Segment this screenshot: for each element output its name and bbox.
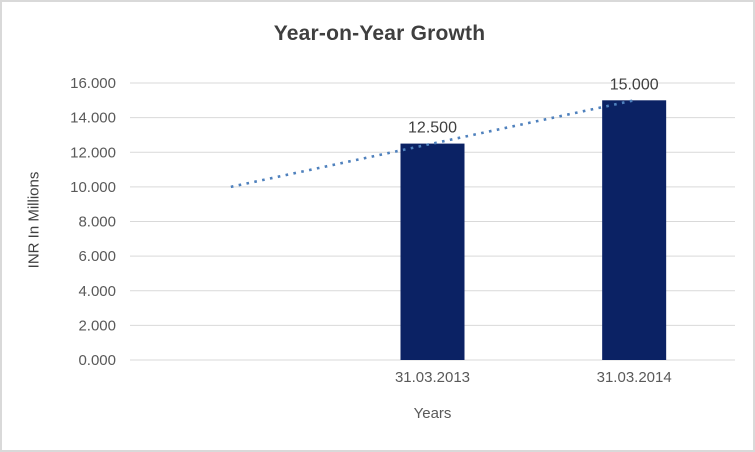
y-tick-label: 0.000 <box>78 352 116 369</box>
bar <box>400 143 465 360</box>
y-tick-label: 10.000 <box>70 179 116 196</box>
x-tick-label: 31.03.2013 <box>395 369 470 386</box>
x-axis-title: Years <box>413 405 452 422</box>
bar-value-label: 12.500 <box>408 120 457 137</box>
bar-value-label: 15.000 <box>610 76 659 93</box>
y-tick-label: 4.000 <box>78 283 116 300</box>
y-tick-label: 16.000 <box>70 75 116 92</box>
y-tick-label: 2.000 <box>78 317 116 334</box>
y-tick-label: 14.000 <box>70 110 116 127</box>
bar <box>602 100 667 360</box>
y-tick-label: 8.000 <box>78 214 116 231</box>
y-tick-label: 6.000 <box>78 248 116 265</box>
x-tick-label: 31.03.2014 <box>597 369 672 386</box>
y-tick-label: 12.000 <box>70 144 116 161</box>
chart-title: Year-on-Year Growth <box>273 22 486 45</box>
